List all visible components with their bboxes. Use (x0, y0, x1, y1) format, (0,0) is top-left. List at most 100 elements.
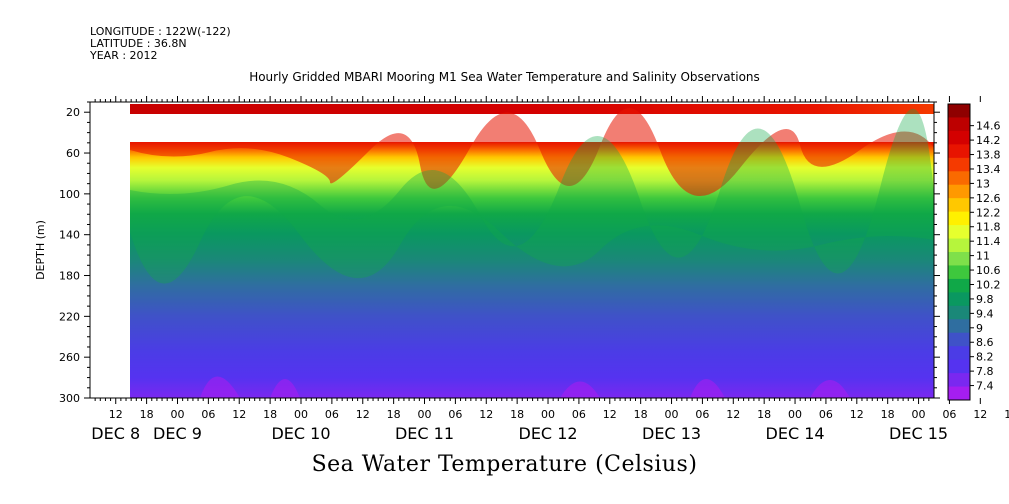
x-day-label: DEC 12 (519, 424, 578, 443)
y-tick-label: 260 (59, 351, 80, 364)
colorbar-label: 11 (976, 250, 990, 263)
x-axis: 12 18 00 06 12 18 00 06 12 18 00 06 12 18 00 06 12 18 00 06… (91, 96, 1009, 443)
y-tick-label: 100 (59, 188, 80, 201)
colorbar-label: 8.6 (976, 336, 994, 349)
x-hour-label: 12 (603, 408, 617, 421)
colorbar-label: 13.4 (976, 163, 1001, 176)
x-hour-label: 18 (881, 408, 895, 421)
x-hour-label: 12 (232, 408, 246, 421)
colorbar-swatch (948, 171, 970, 186)
latitude-label: LATITUDE : 36.8N (90, 37, 187, 50)
x-hour-label: 00 (170, 408, 184, 421)
x-hour-label: 12 (479, 408, 493, 421)
y-axis: 20 60 100 140 180 220 260 300 (59, 101, 940, 405)
colorbar-frame (947, 103, 971, 401)
colorbar-swatch (948, 184, 970, 199)
colorbar-label: 7.8 (976, 365, 994, 378)
x-hour-label: 12 (109, 408, 123, 421)
year-label: YEAR : 2012 (90, 49, 158, 62)
colorbar-swatch (948, 198, 970, 213)
colorbar-label: 7.4 (976, 380, 994, 393)
x-hour-label: 06 (695, 408, 709, 421)
surface-band (130, 104, 934, 114)
green-wave (130, 108, 934, 284)
x-hour-label: 12 (356, 408, 370, 421)
x-hour-label: 18 (263, 408, 277, 421)
x-day-label: DEC 15 (889, 424, 948, 443)
plot-area (130, 104, 934, 398)
colorbar-label: 11.8 (976, 221, 1001, 234)
x-hour-label: 18 (757, 408, 771, 421)
colorbar-swatch (948, 225, 970, 240)
colorbar-swatch (948, 386, 970, 401)
footer-label: Sea Water Temperature (Celsius) (311, 452, 698, 477)
y-tick-label: 60 (66, 147, 80, 160)
longitude-label: LONGITUDE : 122W(-122) (90, 25, 231, 38)
colorbar-swatch (948, 252, 970, 266)
x-hour-label: 12 (850, 408, 864, 421)
colorbar: 14.614.2 13.813.413 12.612.2 11.811.4 1110.6… (947, 103, 1001, 401)
colorbar-swatch (948, 346, 970, 361)
x-hour-label: 06 (572, 408, 586, 421)
colorbar-swatch (948, 319, 970, 334)
y-tick-label: 300 (59, 392, 80, 405)
colorbar-label: 11.4 (976, 235, 1001, 248)
x-hour-label: 18 (1004, 408, 1009, 421)
colorbar-label: 13.8 (976, 149, 1001, 162)
x-day-label: DEC 11 (395, 424, 454, 443)
colorbar-label: 10.6 (976, 264, 1001, 277)
chart-title: Hourly Gridded MBARI Mooring M1 Sea Wate… (249, 70, 760, 84)
y-tick-label: 180 (59, 270, 80, 283)
x-day-label: DEC 8 (91, 424, 140, 443)
colorbar-swatch (948, 305, 970, 320)
colorbar-swatch (948, 292, 970, 307)
x-hour-label: 18 (634, 408, 648, 421)
colorbar-swatch (948, 144, 970, 159)
colorbar-swatch (948, 130, 970, 145)
colorbar-label: 14.2 (976, 134, 1001, 147)
water-column (130, 142, 934, 398)
x-hour-label: 06 (942, 408, 956, 421)
colorbar-label: 14.6 (976, 120, 1001, 133)
colorbar-swatch (948, 332, 970, 347)
x-day-label: DEC 13 (642, 424, 701, 443)
x-hour-label: 18 (140, 408, 154, 421)
x-hour-label: 18 (510, 408, 524, 421)
x-hour-label: 12 (726, 408, 740, 421)
colorbar-swatch (948, 157, 970, 172)
x-hour-label: 06 (325, 408, 339, 421)
colorbar-swatch (948, 211, 970, 226)
x-hour-label: 12 (973, 408, 987, 421)
colorbar-label: 12.2 (976, 206, 1001, 219)
x-day-label: DEC 14 (766, 424, 825, 443)
colorbar-swatch (948, 265, 970, 280)
y-tick-label: 140 (59, 229, 80, 242)
colorbar-label: 8.2 (976, 351, 994, 364)
x-hour-label: 06 (448, 408, 462, 421)
colorbar-swatch (948, 373, 970, 388)
colorbar-label: 12.6 (976, 192, 1001, 205)
y-tick-label: 20 (66, 106, 80, 119)
x-hour-label: 00 (912, 408, 926, 421)
x-hour-label: 00 (665, 408, 679, 421)
colorbar-label: 9 (976, 322, 983, 335)
colorbar-label: 9.4 (976, 307, 994, 320)
x-hour-label: 00 (294, 408, 308, 421)
colorbar-swatch (948, 278, 970, 293)
x-hour-label: 18 (387, 408, 401, 421)
colorbar-swatch (948, 117, 970, 132)
x-day-label: DEC 10 (271, 424, 330, 443)
x-hour-label: 00 (541, 408, 555, 421)
colorbar-label: 10.2 (976, 278, 1001, 291)
x-hour-label: 06 (201, 408, 215, 421)
x-hour-label: 06 (819, 408, 833, 421)
y-tick-label: 220 (59, 310, 80, 323)
colorbar-label: 13 (976, 177, 990, 190)
thermocline-wave (130, 107, 934, 197)
y-axis-label: DEPTH (m) (34, 220, 47, 280)
x-hour-label: 00 (788, 408, 802, 421)
colorbar-swatch (948, 104, 970, 118)
colorbar-swatch (948, 359, 970, 374)
colorbar-swatch (948, 238, 970, 253)
